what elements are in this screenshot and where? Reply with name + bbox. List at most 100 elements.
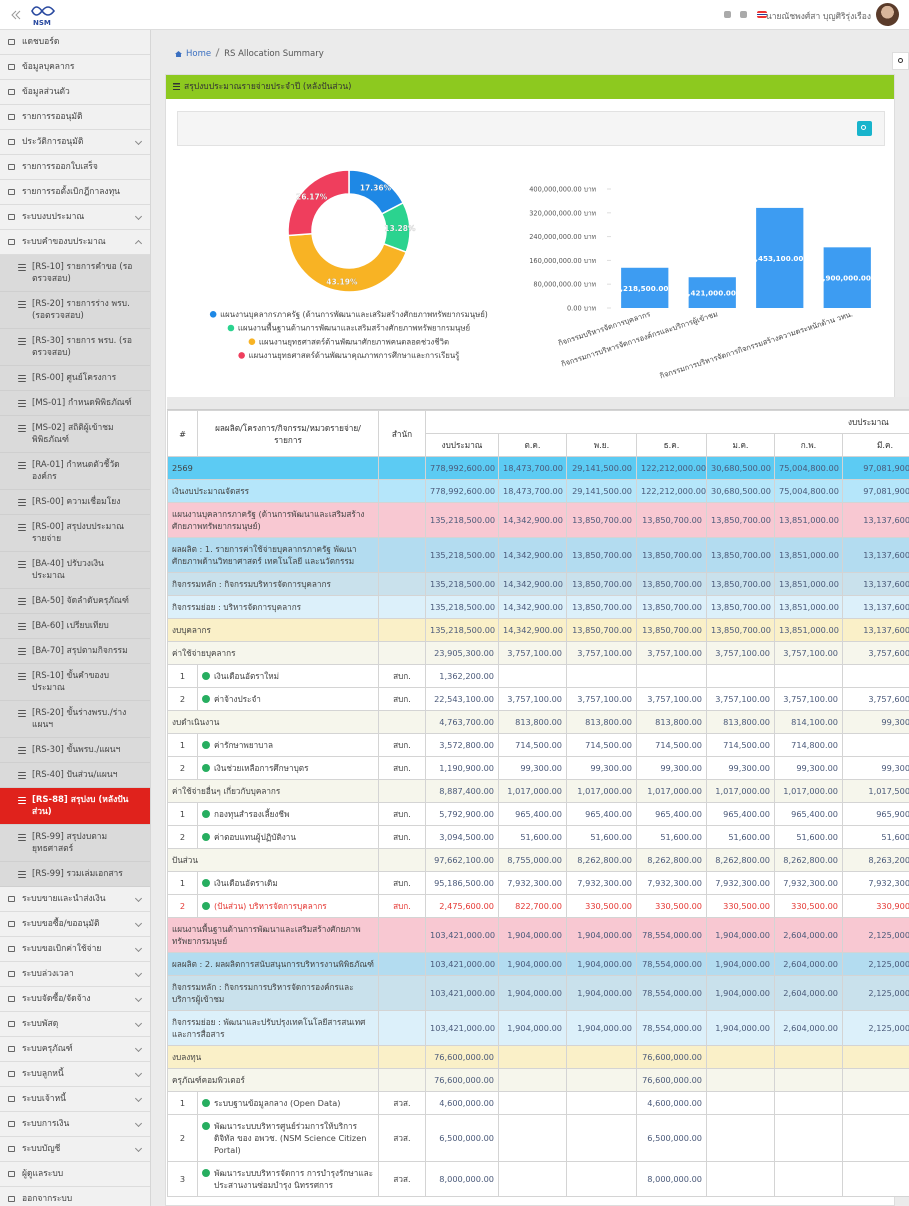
table-row: 3 พัฒนาระบบบริหารจัดการ การบำรุงรักษาและป… <box>167 1161 909 1197</box>
search-box[interactable] <box>177 111 885 146</box>
menu-item[interactable]: ระบบขอซื้อ/ขออนุมัติ <box>0 912 150 937</box>
submenu-item[interactable]: [MS-01] กำหนดพิพิธภัณฑ์ <box>0 391 150 416</box>
sidebar-toggle[interactable] <box>10 9 22 21</box>
menu-item[interactable]: ข้อมูลส่วนตัว <box>0 80 150 105</box>
submenu-item[interactable]: [RS-99] รวมเล่มเอกสาร <box>0 862 150 887</box>
amount-cell: 4,600,000.00 <box>425 1091 499 1115</box>
menu-item[interactable]: ระบบเจ้าหนี้ <box>0 1087 150 1112</box>
submenu-item[interactable]: [RS-00] ศูนย์โครงการ <box>0 366 150 391</box>
menu-item[interactable]: ระบบบัญชี <box>0 1137 150 1162</box>
menu-item[interactable]: ข้อมูลบุคลากร <box>0 55 150 80</box>
amount-cell: 2,604,000.00 <box>774 917 843 953</box>
legend-label: แผนงานยุทธศาสตร์ด้านพัฒนาคุณภาพการศึกษาแ… <box>249 351 460 361</box>
header-row: # ผลผลิต/โครงการ/กิจกรรม/หมวดรายจ่าย/รายก… <box>167 410 909 457</box>
amount-cell: 13,850,700.00 <box>566 502 637 538</box>
menu-item[interactable]: ระบบล่วงเวลา <box>0 962 150 987</box>
submenu-item[interactable]: [RS-00] สรุปงบประมาณรายจ่าย <box>0 515 150 552</box>
menu-item[interactable]: ระบบลูกหนี้ <box>0 1062 150 1087</box>
amount-cell <box>774 1091 843 1115</box>
submenu-item[interactable]: [RA-01] กำหนดตัวชี้วัดองค์กร <box>0 453 150 490</box>
submenu-item[interactable]: [RS-40] ปันส่วน/แผนฯ <box>0 763 150 788</box>
amount-cell: 4,600,000.00 <box>636 1091 707 1115</box>
office <box>378 537 426 573</box>
menu-item[interactable]: ออกจากระบบ <box>0 1187 150 1206</box>
settings-button[interactable] <box>892 52 909 70</box>
amount-cell: 7,932,300.00 <box>636 871 707 895</box>
menu-item[interactable]: ระบบการเงิน <box>0 1112 150 1137</box>
column-header: งบประมาณ <box>425 433 499 457</box>
amount-cell: 8,262,800.00 <box>706 848 775 872</box>
menu-item[interactable]: ระบบขอเบิกค่าใช้จ่าย <box>0 937 150 962</box>
amount-cell: 13,851,000.00 <box>774 618 843 642</box>
submenu-item[interactable]: [RS-20] ขั้นร่างพรบ./ร่างแผนฯ <box>0 701 150 738</box>
breadcrumb-home[interactable]: Home <box>175 49 211 59</box>
flag-icon[interactable] <box>757 11 767 18</box>
submenu-item[interactable]: [BA-60] เปรียบเทียบ <box>0 614 150 639</box>
menu-item[interactable]: ระบบขายและนำส่งเงิน <box>0 887 150 912</box>
bar <box>756 207 804 308</box>
avatar[interactable] <box>876 3 899 26</box>
table-toolbar <box>167 397 909 410</box>
bar <box>688 277 736 308</box>
row-number: 2 <box>167 894 198 918</box>
menu-item[interactable]: รายการรออกใบเสร็จ <box>0 155 150 180</box>
menu-item[interactable]: ระบบครุภัณฑ์ <box>0 1037 150 1062</box>
menu-item[interactable]: ระบบคำของบประมาณ <box>0 230 150 255</box>
submenu-item[interactable]: [BA-40] ปรับวงเงินประมาณ <box>0 552 150 589</box>
submenu-item[interactable]: [BA-50] จัดลำดับครุภัณฑ์ <box>0 589 150 614</box>
menu-item[interactable]: รายการรออนุมัติ <box>0 105 150 130</box>
column-header: มี.ค. <box>841 433 909 457</box>
office: สบก. <box>378 871 426 895</box>
amount-cell: 8,262,800.00 <box>566 848 637 872</box>
submenu-item[interactable]: [BA-70] สรุปตามกิจกรรม <box>0 639 150 664</box>
amount-cell: 14,342,900.00 <box>498 502 567 538</box>
amount-cell <box>498 1161 567 1197</box>
amount-cell: 5,792,900.00 <box>425 802 499 826</box>
submenu-item[interactable]: [RS-88] สรุปงบ (หลังปันส่วน) <box>0 788 150 825</box>
menu-item[interactable]: ระบบพัสดุ <box>0 1012 150 1037</box>
row-label: ผลผลิต : 1. รายการค่าใช้จ่ายบุคลากรภาครั… <box>167 537 379 573</box>
submenu-item[interactable]: [RS-99] สรุปงบตามยุทธศาสตร์ <box>0 825 150 862</box>
amount-cell: 51,600.00 <box>841 825 909 849</box>
amount-cell: 103,421,000.00 <box>425 952 499 976</box>
submenu-item[interactable]: [RS-10] รายการคำขอ (รอตรวจสอบ) <box>0 255 150 292</box>
menu-item[interactable]: ผู้ดูแลระบบ <box>0 1162 150 1187</box>
amount-cell: 3,757,100.00 <box>498 687 567 711</box>
table-row: 2 (ปันส่วน) บริหารจัดการบุคลากร สบก. 2,475,… <box>167 894 909 918</box>
amount-cell: 22,543,100.00 <box>425 687 499 711</box>
amount-cell: 3,757,100.00 <box>636 641 707 665</box>
row-number: 1 <box>167 802 198 826</box>
top-bar: NSM นายณัชพงศ์สา บุญศิริรุ่งเรือง <box>0 0 909 30</box>
menu-item[interactable]: รายการรอตั้งเบิกฎีกาลงทุน <box>0 180 150 205</box>
submenu-item[interactable]: [RS-20] รายการร่าง พรบ. (รอตรวจสอบ) <box>0 292 150 329</box>
row-label: แผนงานบุคลากรภาครัฐ (ด้านการพัฒนาและเสริ… <box>167 502 379 538</box>
search-button[interactable] <box>857 121 872 136</box>
amount-cell: 3,757,100.00 <box>566 687 637 711</box>
submenu-item[interactable]: [RS-30] ขั้นพรบ./แผนฯ <box>0 738 150 763</box>
submenu-item[interactable]: [RS-00] ความเชื่อมโยง <box>0 490 150 515</box>
legend-swatch <box>238 352 245 359</box>
chat-icon[interactable] <box>724 11 731 18</box>
submenu-item[interactable]: [RS-30] รายการ พรบ. (รอตรวจสอบ) <box>0 329 150 366</box>
book-icon[interactable] <box>740 11 747 18</box>
submenu-item[interactable]: [RS-10] ขั้นคำของบประมาณ <box>0 664 150 701</box>
menu-item[interactable]: ระบบงบประมาณ <box>0 205 150 230</box>
amount-cell: 97,662,100.00 <box>425 848 499 872</box>
amount-cell: 13,137,600.00 <box>841 595 909 619</box>
amount-cell: 29,141,500.00 <box>566 456 637 480</box>
row-number: 2 <box>167 1114 198 1162</box>
amount-cell: 3,757,100.00 <box>774 687 843 711</box>
table-row: งบบุคลากร 135,218,500.00 14,342,900.00 13,8… <box>167 618 909 642</box>
menu-item[interactable]: ประวัติการอนุมัติ <box>0 130 150 155</box>
row-number: 3 <box>167 1161 198 1197</box>
amount-cell: 965,400.00 <box>636 802 707 826</box>
user-name[interactable]: นายณัชพงศ์สา บุญศิริรุ่งเรือง <box>765 12 871 22</box>
bar-value-label: 135,218,500.00 บาท <box>605 284 684 293</box>
submenu-item[interactable]: [MS-02] สถิติผู้เข้าชมพิพิธภัณฑ์ <box>0 416 150 453</box>
amount-cell: 78,554,000.00 <box>636 975 707 1011</box>
menu-item[interactable]: ระบบจัดซื้อ/จัดจ้าง <box>0 987 150 1012</box>
menu-item[interactable]: แดชบอร์ด <box>0 30 150 55</box>
row-label: ค่าใช้จ่ายอื่นๆ เกี่ยวกับบุคลากร <box>167 779 379 803</box>
amount-cell: 7,932,300.00 <box>706 871 775 895</box>
